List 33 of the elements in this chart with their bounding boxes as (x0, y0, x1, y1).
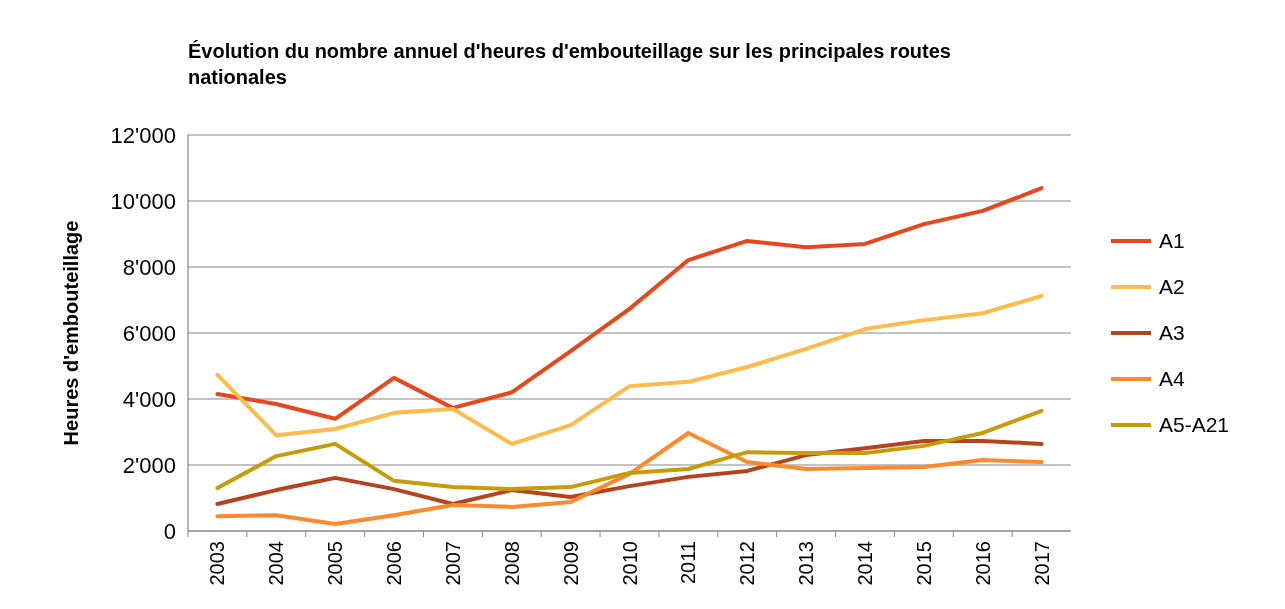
y-tick-label: 6'000 (122, 320, 176, 346)
x-tick-label: 2015 (912, 541, 935, 586)
line-series (215, 186, 1044, 421)
y-tick-label: 10'000 (110, 188, 176, 214)
x-tick-label: 2006 (383, 541, 406, 586)
x-tick-label: 2012 (736, 541, 759, 586)
y-tick-label: 0 (163, 518, 176, 544)
x-tick-label: 2014 (853, 541, 876, 586)
y-axis-title: Heures d'embouteillage (60, 220, 82, 446)
x-tick-label: 2004 (265, 541, 288, 586)
legend-label: A3 (1159, 321, 1185, 345)
x-tick-label: 2005 (324, 541, 347, 586)
x-tick-label: 2013 (795, 541, 818, 586)
y-tick-label: 4'000 (122, 386, 176, 412)
x-tick-label: 2010 (618, 541, 641, 586)
line-series (215, 408, 1044, 492)
x-tick-label: 2016 (971, 541, 994, 586)
x-tick-label: 2011 (677, 541, 700, 585)
legend-label: A4 (1159, 367, 1186, 391)
y-tick-label: 8'000 (122, 254, 176, 280)
x-tick-label: 2009 (559, 541, 582, 586)
x-tick-label: 2007 (441, 541, 464, 586)
legend-label: A2 (1159, 275, 1185, 299)
x-tick-label: 2017 (1030, 541, 1053, 586)
y-tick-label: 12'000 (110, 122, 176, 148)
legend-label: A1 (1159, 229, 1185, 253)
line-series (215, 430, 1044, 527)
line-series (215, 294, 1044, 446)
chart-title: Évolution du nombre annuel d'heures d'embouteillage sur les principales routes nationales (188, 40, 951, 88)
y-tick-label: 2'000 (122, 452, 176, 478)
x-tick-label: 2003 (206, 541, 229, 586)
x-tick-label: 2008 (500, 541, 523, 586)
legend-label: A5-A21 (1159, 413, 1230, 437)
